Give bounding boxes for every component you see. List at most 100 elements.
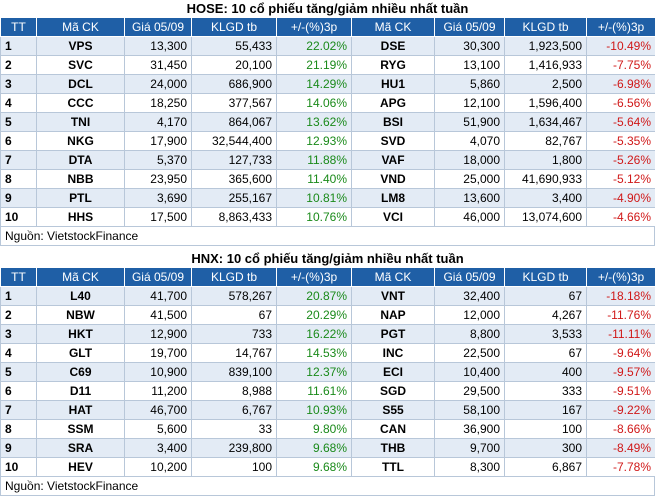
gainer-volume: 100: [192, 458, 277, 477]
loser-price: 22,500: [435, 344, 505, 363]
gainer-code: HHS: [37, 208, 125, 227]
loser-change: -7.78%: [587, 458, 655, 477]
loser-change: -6.56%: [587, 94, 655, 113]
gainer-volume: 33: [192, 420, 277, 439]
loser-volume: 100: [505, 420, 587, 439]
loser-code: VAF: [352, 151, 435, 170]
gainer-code: TNI: [37, 113, 125, 132]
gainer-change: 14.53%: [277, 344, 352, 363]
gainer-volume: 6,767: [192, 401, 277, 420]
loser-volume: 82,767: [505, 132, 587, 151]
gainer-volume: 20,100: [192, 56, 277, 75]
loser-volume: 67: [505, 344, 587, 363]
gainer-change: 22.02%: [277, 37, 352, 56]
gainer-price: 41,700: [125, 287, 192, 306]
row-number: 9: [1, 439, 37, 458]
gainer-code: SSM: [37, 420, 125, 439]
loser-price: 12,100: [435, 94, 505, 113]
loser-change: -6.98%: [587, 75, 655, 94]
row-number: 2: [1, 306, 37, 325]
loser-change: -9.57%: [587, 363, 655, 382]
col-tt: TT: [1, 268, 37, 287]
row-number: 5: [1, 113, 37, 132]
gainer-change: 11.40%: [277, 170, 352, 189]
hnx-source-note: Nguồn: VietstockFinance: [0, 477, 655, 496]
gainer-code: HKT: [37, 325, 125, 344]
gainer-code: CCC: [37, 94, 125, 113]
gainer-price: 41,500: [125, 306, 192, 325]
loser-change: -7.75%: [587, 56, 655, 75]
loser-change: -5.12%: [587, 170, 655, 189]
loser-change: -5.64%: [587, 113, 655, 132]
gainer-code: DTA: [37, 151, 125, 170]
col-volume-losers: KLGD tb: [505, 18, 587, 37]
loser-price: 12,000: [435, 306, 505, 325]
gainer-change: 9.80%: [277, 420, 352, 439]
col-code-losers: Mã CK: [352, 268, 435, 287]
loser-code: LM8: [352, 189, 435, 208]
loser-change: -5.35%: [587, 132, 655, 151]
gainer-volume: 365,600: [192, 170, 277, 189]
gainer-code: C69: [37, 363, 125, 382]
row-number: 1: [1, 37, 37, 56]
loser-volume: 300: [505, 439, 587, 458]
gainer-code: GLT: [37, 344, 125, 363]
hose-table: TT Mã CK Giá 05/09 KLGD tb +/-(%)3p Mã C…: [0, 17, 655, 227]
col-code-losers: Mã CK: [352, 18, 435, 37]
loser-price: 58,100: [435, 401, 505, 420]
gainer-volume: 55,433: [192, 37, 277, 56]
loser-volume: 41,690,933: [505, 170, 587, 189]
gainer-price: 13,300: [125, 37, 192, 56]
gainer-change: 20.87%: [277, 287, 352, 306]
gainer-volume: 127,733: [192, 151, 277, 170]
row-number: 6: [1, 382, 37, 401]
gainer-code: VPS: [37, 37, 125, 56]
gainer-price: 5,600: [125, 420, 192, 439]
gainer-change: 20.29%: [277, 306, 352, 325]
loser-price: 8,800: [435, 325, 505, 344]
gainer-change: 10.76%: [277, 208, 352, 227]
loser-price: 13,600: [435, 189, 505, 208]
gainer-change: 11.88%: [277, 151, 352, 170]
row-number: 8: [1, 420, 37, 439]
gainer-volume: 14,767: [192, 344, 277, 363]
gainer-volume: 8,988: [192, 382, 277, 401]
loser-change: -9.22%: [587, 401, 655, 420]
loser-volume: 3,400: [505, 189, 587, 208]
gainer-change: 14.29%: [277, 75, 352, 94]
gainer-volume: 839,100: [192, 363, 277, 382]
loser-price: 25,000: [435, 170, 505, 189]
row-number: 9: [1, 189, 37, 208]
gainer-price: 17,900: [125, 132, 192, 151]
loser-price: 51,900: [435, 113, 505, 132]
loser-volume: 6,867: [505, 458, 587, 477]
col-price-losers: Giá 05/09: [435, 268, 505, 287]
loser-volume: 3,533: [505, 325, 587, 344]
gainer-code: HAT: [37, 401, 125, 420]
gainer-code: PTL: [37, 189, 125, 208]
row-number: 3: [1, 325, 37, 344]
loser-code: VND: [352, 170, 435, 189]
gainer-price: 10,900: [125, 363, 192, 382]
gainer-price: 11,200: [125, 382, 192, 401]
loser-code: NAP: [352, 306, 435, 325]
row-number: 2: [1, 56, 37, 75]
gainer-price: 3,690: [125, 189, 192, 208]
loser-price: 29,500: [435, 382, 505, 401]
loser-volume: 1,634,467: [505, 113, 587, 132]
gainer-volume: 67: [192, 306, 277, 325]
gainer-code: SVC: [37, 56, 125, 75]
row-number: 7: [1, 401, 37, 420]
gainer-volume: 255,167: [192, 189, 277, 208]
loser-price: 9,700: [435, 439, 505, 458]
loser-change: -9.64%: [587, 344, 655, 363]
